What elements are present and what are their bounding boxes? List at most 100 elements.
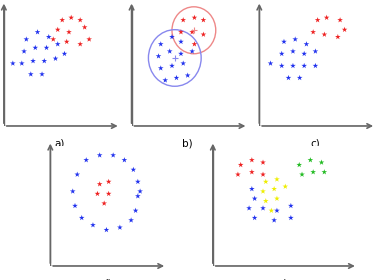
Point <box>106 192 112 196</box>
Text: e): e) <box>277 278 288 280</box>
Point <box>321 32 327 37</box>
Point <box>94 192 101 196</box>
Point <box>267 61 274 66</box>
Point <box>238 163 244 167</box>
Point <box>158 66 164 71</box>
Point <box>66 30 72 34</box>
Point <box>335 35 341 39</box>
Point <box>180 61 186 66</box>
Point <box>46 35 52 39</box>
Point <box>103 228 110 232</box>
Point <box>169 64 175 68</box>
Point <box>55 42 61 46</box>
Point <box>28 72 34 76</box>
Point <box>252 216 258 220</box>
Point <box>274 177 280 181</box>
Point <box>285 76 291 80</box>
Point <box>263 179 269 184</box>
Point <box>178 39 184 44</box>
Point <box>282 184 288 189</box>
Point <box>274 208 280 213</box>
Point <box>173 76 180 80</box>
Point <box>97 153 103 157</box>
Point <box>290 64 296 68</box>
Point <box>246 206 252 211</box>
Point <box>315 18 321 22</box>
Point <box>101 201 107 206</box>
Point <box>169 35 175 39</box>
Point <box>135 194 141 199</box>
Point <box>117 225 123 230</box>
Point <box>39 72 45 76</box>
Point <box>319 160 325 165</box>
Point <box>337 18 343 22</box>
Text: a): a) <box>55 138 65 148</box>
Text: c): c) <box>310 138 320 148</box>
Point <box>50 37 57 41</box>
Point <box>271 218 277 223</box>
Point <box>162 78 168 83</box>
Point <box>86 37 92 41</box>
Point <box>62 52 68 56</box>
Point <box>79 216 85 220</box>
Point <box>130 167 137 172</box>
Point <box>310 170 316 174</box>
Point <box>301 64 307 68</box>
Point <box>41 59 47 63</box>
Point <box>19 61 25 66</box>
Point <box>189 49 195 53</box>
Point <box>137 189 143 193</box>
Point <box>10 61 16 66</box>
Point <box>132 208 139 213</box>
Point <box>312 64 319 68</box>
Point <box>72 204 78 208</box>
Point <box>279 64 285 68</box>
Point <box>301 52 307 56</box>
Point <box>34 30 41 34</box>
Point <box>185 73 191 78</box>
Point <box>32 46 38 50</box>
Point <box>288 204 294 208</box>
Point <box>43 46 50 50</box>
Point <box>235 172 241 177</box>
Point <box>178 52 184 56</box>
Point <box>252 196 258 201</box>
Point <box>52 56 58 61</box>
Text: d): d) <box>101 278 112 280</box>
Point <box>310 30 316 34</box>
Point <box>321 170 327 174</box>
Point <box>200 32 207 37</box>
Point <box>260 189 266 193</box>
Point <box>263 199 269 203</box>
Point <box>156 54 162 59</box>
Point <box>292 37 298 41</box>
Point <box>274 196 280 201</box>
Point <box>279 52 285 56</box>
Point <box>307 158 313 162</box>
Point <box>268 208 274 213</box>
Point <box>121 158 127 162</box>
Point <box>97 182 103 186</box>
Point <box>77 18 83 22</box>
Point <box>68 15 74 20</box>
Point <box>55 27 61 32</box>
Point <box>296 76 303 80</box>
Point <box>110 153 116 157</box>
Point <box>23 37 29 41</box>
Point <box>21 49 27 53</box>
Point <box>106 179 112 184</box>
Point <box>341 27 348 32</box>
Point <box>90 223 96 227</box>
Point <box>281 39 287 44</box>
Text: b): b) <box>182 138 193 148</box>
Point <box>178 30 184 34</box>
Point <box>260 172 266 177</box>
Point <box>191 15 197 20</box>
Point <box>260 206 266 211</box>
Point <box>128 218 134 223</box>
Point <box>271 187 277 191</box>
Point <box>63 39 70 44</box>
Point <box>59 18 65 22</box>
Point <box>189 30 195 34</box>
Point <box>312 49 319 53</box>
